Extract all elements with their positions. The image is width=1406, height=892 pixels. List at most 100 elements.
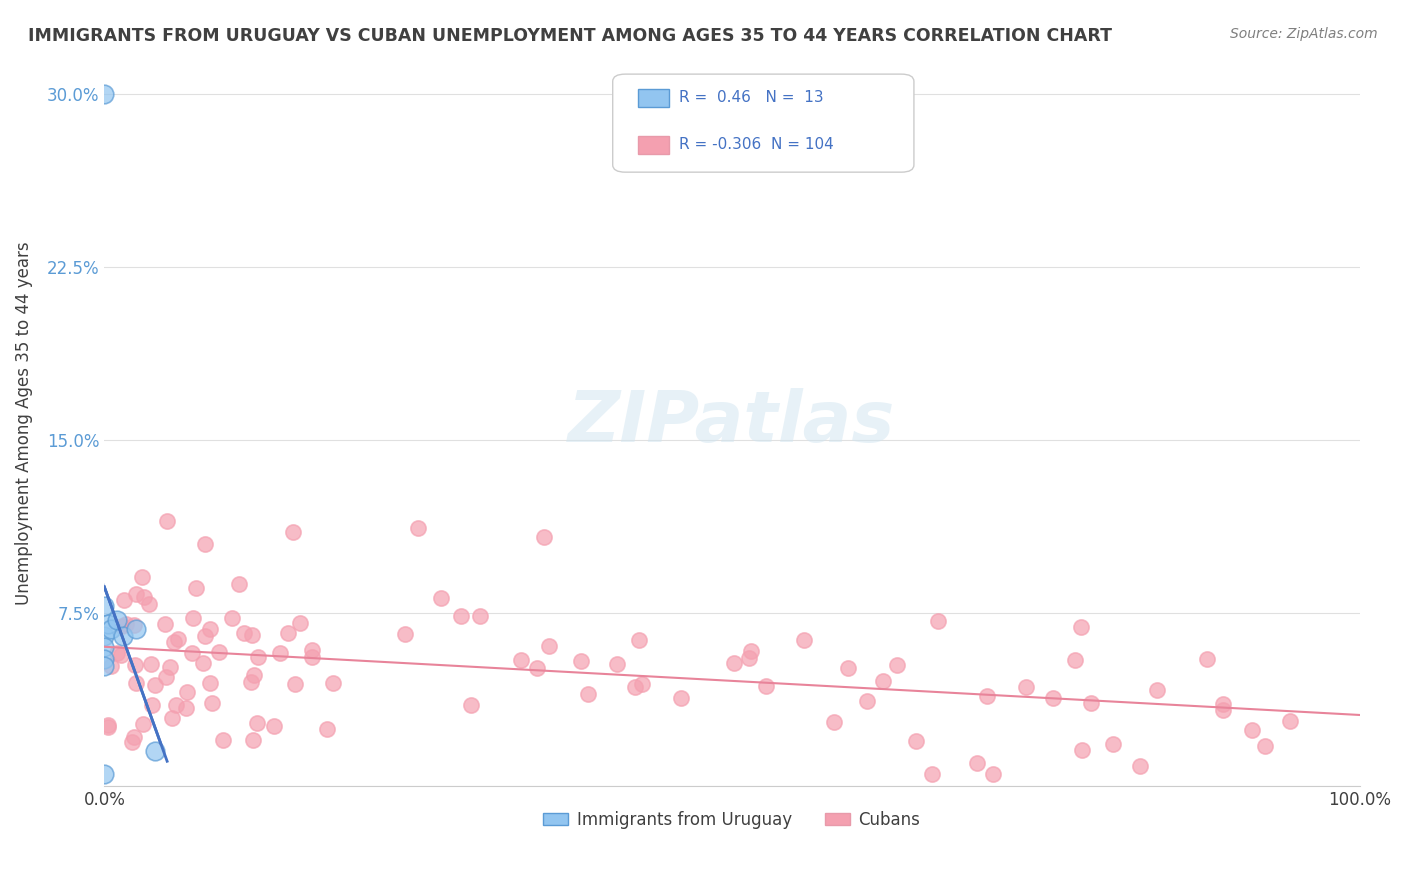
Point [837, 661, 859, 675]
Point [976, 690, 998, 704]
Point [246, 650, 269, 665]
Point [93, 640, 115, 655]
Point [1253, 739, 1275, 753]
Text: ZIPatlas: ZIPatlas [568, 388, 896, 458]
Point [211, 732, 233, 747]
Point [606, 657, 628, 671]
Point [886, 658, 908, 673]
Point [131, 570, 153, 584]
Point [242, 733, 264, 747]
Point [193, 628, 215, 642]
Point [153, 617, 176, 632]
Point [823, 714, 845, 729]
Point [100, 622, 122, 636]
Point [134, 590, 156, 604]
Point [301, 650, 323, 665]
Point [193, 656, 215, 670]
Point [284, 677, 307, 691]
Text: Source: ZipAtlas.com: Source: ZipAtlas.com [1230, 27, 1378, 41]
Point [111, 618, 134, 632]
Point [207, 645, 229, 659]
Point [468, 609, 491, 624]
Point [576, 687, 599, 701]
Point [198, 622, 221, 636]
Point [872, 673, 894, 688]
Point [184, 581, 207, 595]
Point [93, 652, 115, 666]
Point [269, 646, 291, 660]
Point [124, 618, 146, 632]
Point [155, 670, 177, 684]
Point [793, 632, 815, 647]
Point [723, 656, 745, 670]
Point [1146, 683, 1168, 698]
Point [240, 627, 263, 641]
Point [201, 697, 224, 711]
Legend: Immigrants from Uruguay, Cubans: Immigrants from Uruguay, Cubans [537, 805, 927, 836]
Point [198, 676, 221, 690]
Point [738, 650, 761, 665]
Point [105, 646, 128, 660]
Point [121, 734, 143, 748]
Point [394, 627, 416, 641]
Text: R = -0.306  N = 104: R = -0.306 N = 104 [679, 137, 834, 152]
Point [97, 617, 120, 632]
Point [132, 716, 155, 731]
Point [174, 701, 197, 715]
Point [105, 613, 128, 627]
Point [166, 632, 188, 647]
Point [856, 694, 879, 708]
Point [624, 680, 647, 694]
Point [755, 679, 778, 693]
Point [669, 690, 692, 705]
Point [1212, 703, 1234, 717]
Point [1278, 714, 1301, 728]
Point [228, 577, 250, 591]
Point [740, 644, 762, 658]
FancyBboxPatch shape [613, 74, 914, 172]
Point [981, 767, 1004, 781]
Point [143, 744, 166, 758]
Point [93, 659, 115, 673]
Point [183, 610, 205, 624]
Point [162, 710, 184, 724]
Point [281, 525, 304, 540]
Point [263, 718, 285, 732]
Point [143, 677, 166, 691]
Point [97, 720, 120, 734]
Point [1064, 653, 1087, 667]
Point [1042, 690, 1064, 705]
Point [139, 657, 162, 672]
Point [1129, 759, 1152, 773]
Point [1197, 651, 1219, 665]
Point [93, 629, 115, 643]
Point [110, 648, 132, 663]
Point [162, 634, 184, 648]
Bar [638, 88, 669, 107]
Point [221, 611, 243, 625]
Point [165, 698, 187, 712]
Point [1015, 680, 1038, 694]
Point [97, 717, 120, 731]
Point [301, 643, 323, 657]
Point [904, 734, 927, 748]
Point [460, 698, 482, 713]
Point [322, 676, 344, 690]
Point [288, 615, 311, 630]
Point [243, 668, 266, 682]
Point [406, 520, 429, 534]
Point [156, 514, 179, 528]
Y-axis label: Unemployment Among Ages 35 to 44 years: Unemployment Among Ages 35 to 44 years [15, 241, 32, 605]
Point [93, 599, 115, 613]
Point [141, 698, 163, 712]
Bar [638, 136, 669, 154]
Point [627, 632, 650, 647]
Point [450, 609, 472, 624]
Point [1102, 737, 1125, 751]
Point [125, 622, 148, 636]
Point [538, 639, 561, 653]
Point [921, 767, 943, 781]
Text: R =  0.46   N =  13: R = 0.46 N = 13 [679, 90, 824, 105]
Point [115, 617, 138, 632]
Point [233, 625, 256, 640]
